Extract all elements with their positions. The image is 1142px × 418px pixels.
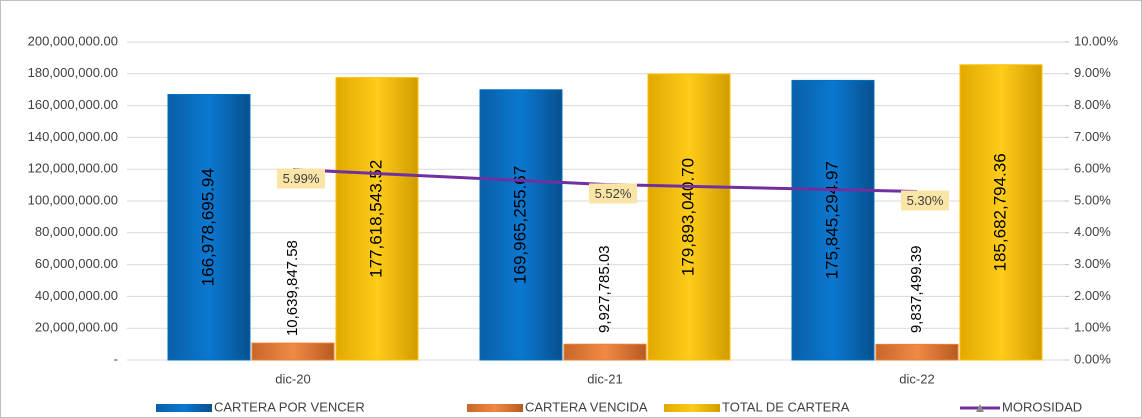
line-label-box — [589, 183, 637, 204]
bar-value-label: 185,682,794.36 — [990, 153, 1009, 271]
y2-tick-label: 9.00% — [1074, 65, 1111, 80]
line-label-box — [901, 190, 949, 211]
y-tick-label: 20,000,000.00 — [35, 320, 118, 335]
y-tick-label: 40,000,000.00 — [35, 288, 118, 303]
line-value-label: 5.30% — [907, 193, 944, 208]
y2-tick-label: 4.00% — [1074, 224, 1111, 239]
bar-value-label: 175,845,294.97 — [822, 161, 841, 279]
line-value-label: 5.52% — [595, 186, 632, 201]
bar-value-label: 177,618,543.52 — [366, 160, 385, 278]
bar-value-label: 179,893,040.70 — [678, 158, 697, 276]
y-tick-label: 60,000,000.00 — [35, 256, 118, 271]
y-tick-label: 200,000,000.00 — [28, 33, 118, 48]
legend-swatch — [156, 404, 212, 412]
y2-tick-label: 6.00% — [1074, 161, 1111, 176]
bar — [959, 64, 1043, 361]
legend-label: CARTERA POR VENCER — [214, 399, 365, 414]
bar-value-label: 10,639,847.58 — [284, 240, 301, 336]
bar — [875, 343, 959, 361]
y-tick-label: 180,000,000.00 — [28, 65, 118, 80]
legend-label: MOROSIDAD — [1002, 399, 1082, 414]
bar-value-label: 9,837,499.39 — [908, 246, 925, 334]
y-tick-label: 100,000,000.00 — [28, 192, 118, 207]
legend-label: CARTERA VENCIDA — [525, 399, 648, 414]
y-tick-label: 80,000,000.00 — [35, 224, 118, 239]
legend-swatch — [467, 404, 523, 412]
bar — [647, 73, 731, 361]
legend-swatch — [664, 404, 720, 412]
bar — [251, 342, 335, 361]
y-tick-label: - — [114, 351, 118, 366]
legend-label: TOTAL DE CARTERA — [722, 399, 850, 414]
y2-tick-label: 8.00% — [1074, 97, 1111, 112]
y2-tick-label: 3.00% — [1074, 256, 1111, 271]
y2-tick-label: 7.00% — [1074, 129, 1111, 144]
bar — [563, 343, 647, 361]
y2-tick-label: 0.00% — [1074, 351, 1111, 366]
x-tick-label: dic-21 — [587, 371, 622, 386]
y2-tick-label: 1.00% — [1074, 320, 1111, 335]
bar — [479, 89, 563, 361]
y-tick-label: 120,000,000.00 — [28, 161, 118, 176]
bar-value-label: 166,978,695.94 — [198, 168, 217, 286]
bar-value-label: 169,965,255.67 — [510, 166, 529, 284]
bar-value-label: 9,927,785.03 — [596, 245, 613, 333]
bar — [791, 79, 875, 361]
x-tick-label: dic-20 — [275, 371, 310, 386]
bar — [167, 94, 251, 361]
y-tick-label: 140,000,000.00 — [28, 129, 118, 144]
y2-tick-label: 2.00% — [1074, 288, 1111, 303]
y2-tick-label: 5.00% — [1074, 192, 1111, 207]
bar — [335, 77, 419, 361]
x-tick-label: dic-22 — [899, 371, 934, 386]
legend-marker — [976, 404, 984, 412]
y-tick-label: 160,000,000.00 — [28, 97, 118, 112]
line-label-box — [277, 168, 325, 189]
line-value-label: 5.99% — [283, 171, 320, 186]
y2-tick-label: 10.00% — [1074, 33, 1119, 48]
